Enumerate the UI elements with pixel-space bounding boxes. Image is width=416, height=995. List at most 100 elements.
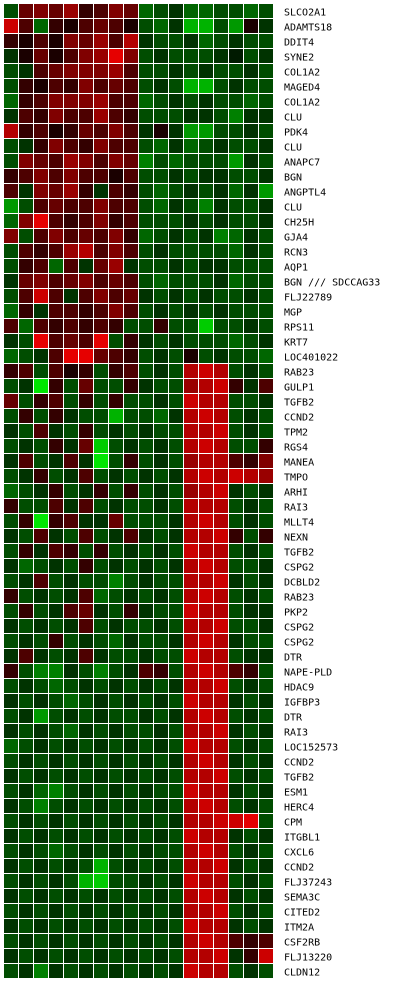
heatmap-cell (184, 694, 198, 708)
heatmap-cell (124, 184, 138, 198)
heatmap-cell (244, 574, 258, 588)
heatmap-cell (64, 889, 78, 903)
heatmap-cell (49, 199, 63, 213)
heatmap-cell (169, 664, 183, 678)
heatmap-cell (154, 364, 168, 378)
heatmap-cell (19, 139, 33, 153)
heatmap-cell (184, 754, 198, 768)
heatmap-cell (19, 664, 33, 678)
heatmap-cell (4, 634, 18, 648)
heatmap-cell (79, 259, 93, 273)
heatmap-cell (139, 439, 153, 453)
heatmap-cell (169, 799, 183, 813)
heatmap-cell (244, 649, 258, 663)
heatmap-cell (4, 274, 18, 288)
heatmap-cell (199, 934, 213, 948)
heatmap-cell (109, 859, 123, 873)
heatmap-cell (259, 469, 273, 483)
heatmap-cell (214, 604, 228, 618)
heatmap-cell (259, 349, 273, 363)
heatmap-cell (79, 949, 93, 963)
heatmap-cell (4, 664, 18, 678)
heatmap-cell (259, 769, 273, 783)
heatmap-cell (154, 64, 168, 78)
heatmap-cell (199, 754, 213, 768)
heatmap-cell (79, 709, 93, 723)
heatmap-cell (34, 94, 48, 108)
heatmap-cell (244, 424, 258, 438)
heatmap-cell (229, 664, 243, 678)
heatmap-cell (244, 889, 258, 903)
heatmap-cell (109, 844, 123, 858)
heatmap-cell (124, 289, 138, 303)
heatmap-cell (229, 484, 243, 498)
heatmap-cell (244, 469, 258, 483)
heatmap-cell (124, 949, 138, 963)
heatmap-cell (139, 364, 153, 378)
heatmap-cell (244, 619, 258, 633)
heatmap-cell (4, 229, 18, 243)
heatmap-cell (154, 574, 168, 588)
heatmap-cell (79, 289, 93, 303)
heatmap-cell (124, 169, 138, 183)
heatmap-cell (79, 874, 93, 888)
heatmap-cell (34, 604, 48, 618)
heatmap-cell (154, 889, 168, 903)
heatmap-cell (199, 649, 213, 663)
heatmap-cell (64, 484, 78, 498)
heatmap-cell (244, 739, 258, 753)
heatmap-cell (214, 94, 228, 108)
heatmap-cell (214, 184, 228, 198)
heatmap-cell (214, 334, 228, 348)
heatmap-cell (34, 364, 48, 378)
row-label: RAI3 (284, 728, 308, 739)
row-label: MGP (284, 308, 302, 319)
heatmap-cell (49, 64, 63, 78)
heatmap-cell (49, 4, 63, 18)
heatmap-cell (109, 949, 123, 963)
heatmap-cell (199, 139, 213, 153)
heatmap-cell (259, 424, 273, 438)
heatmap-cell (79, 319, 93, 333)
heatmap-cell (154, 439, 168, 453)
heatmap-cell (4, 154, 18, 168)
heatmap-cell (199, 394, 213, 408)
heatmap-cell (259, 94, 273, 108)
heatmap-cell (244, 679, 258, 693)
heatmap-cell (124, 724, 138, 738)
heatmap-cell (244, 454, 258, 468)
heatmap-cell (244, 289, 258, 303)
heatmap-cell (4, 604, 18, 618)
heatmap-cell (169, 229, 183, 243)
heatmap-cell (34, 409, 48, 423)
heatmap-cell (244, 769, 258, 783)
heatmap-cell (4, 919, 18, 933)
heatmap-cell (259, 814, 273, 828)
heatmap-cell (169, 544, 183, 558)
heatmap-cell (109, 19, 123, 33)
heatmap-cell (229, 4, 243, 18)
heatmap-cell (244, 34, 258, 48)
heatmap-cell (19, 934, 33, 948)
heatmap-cell (4, 844, 18, 858)
heatmap-cell (139, 79, 153, 93)
heatmap-cell (94, 169, 108, 183)
heatmap-cell (139, 634, 153, 648)
heatmap-cell (229, 94, 243, 108)
heatmap-cell (19, 439, 33, 453)
row-label: TGFB2 (284, 398, 314, 409)
heatmap-cell (244, 109, 258, 123)
heatmap-cell (124, 259, 138, 273)
heatmap-cell (169, 49, 183, 63)
heatmap-cell (184, 859, 198, 873)
heatmap-cell (109, 394, 123, 408)
heatmap-cell (139, 754, 153, 768)
heatmap-cell (94, 769, 108, 783)
heatmap-cell (169, 454, 183, 468)
heatmap-cell (124, 364, 138, 378)
heatmap-cell (139, 94, 153, 108)
heatmap-cell (139, 829, 153, 843)
heatmap-cell (259, 4, 273, 18)
heatmap-cell (139, 184, 153, 198)
heatmap-cell (34, 754, 48, 768)
